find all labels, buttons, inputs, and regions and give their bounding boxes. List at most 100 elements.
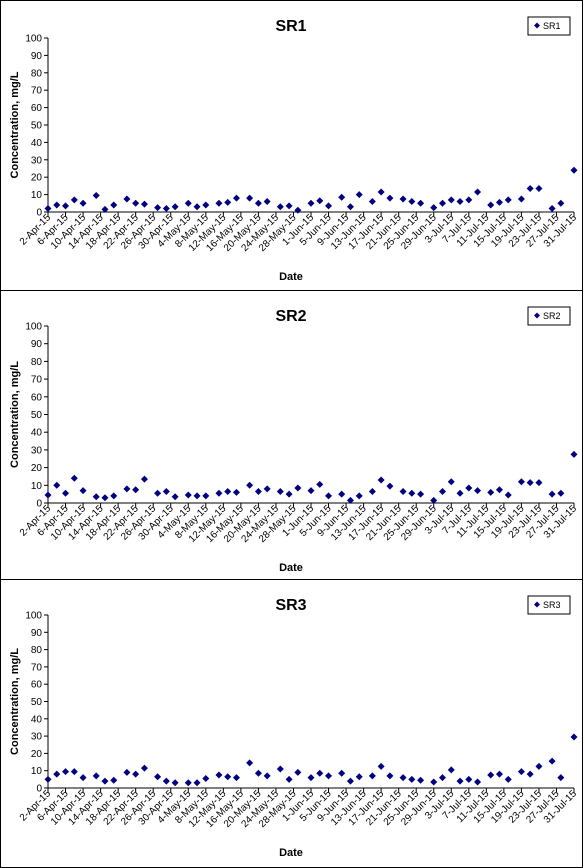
data-point-sr1 [140,200,148,208]
data-point-sr2 [171,493,179,501]
legend-box [527,16,571,36]
data-point-sr1 [474,188,482,196]
data-point-sr3 [495,770,503,778]
data-point-sr3 [53,770,61,778]
data-point-sr2 [294,484,302,492]
data-point-sr3 [184,779,192,787]
data-point-sr3 [517,768,525,776]
y-tick-label: 40 [31,428,43,439]
data-point-sr1 [526,185,534,193]
data-point-sr2 [110,492,118,500]
data-point-sr3 [162,777,170,785]
data-point-sr3 [487,771,495,779]
data-point-sr2 [377,476,385,484]
legend-sr2: SR2 [527,306,571,326]
data-point-sr3 [92,772,100,780]
y-tick-label: 50 [31,121,43,132]
y-tick-label: 30 [31,732,43,743]
data-point-sr2 [355,492,363,500]
data-point-sr3 [193,779,201,787]
data-point-sr2 [465,484,473,492]
data-point-sr1 [276,203,284,211]
data-point-sr1 [557,199,565,207]
data-point-sr3 [504,775,512,783]
data-point-sr1 [346,203,354,211]
data-point-sr1 [338,193,346,201]
data-point-sr1 [465,196,473,204]
data-point-sr1 [316,197,324,205]
data-point-sr1 [456,198,464,206]
y-tick-label: 100 [25,34,42,45]
data-point-sr2 [62,489,70,497]
data-point-sr3 [408,775,416,783]
data-point-sr2 [184,491,192,499]
y-tick-label: 20 [31,173,43,184]
y-tick-label: 60 [31,103,43,114]
data-point-sr2 [325,492,333,500]
data-point-sr1 [193,203,201,211]
data-point-sr3 [439,774,446,782]
y-tick-label: 40 [31,138,43,149]
data-point-sr1 [355,191,363,199]
data-point-sr3 [232,774,240,782]
y-tick-label: 100 [25,611,42,622]
y-tick-label: 20 [31,463,43,474]
data-point-sr3 [154,773,162,781]
y-tick-label: 70 [31,662,43,673]
data-point-sr2 [548,490,556,498]
data-point-sr2 [399,487,407,495]
data-point-sr3 [325,772,333,780]
data-point-sr3 [110,776,118,784]
data-point-sr1 [447,196,455,204]
y-tick-label: 10 [31,481,43,492]
data-point-sr2 [307,487,315,495]
data-point-sr1 [263,198,271,206]
data-point-sr2 [316,480,324,488]
chart-title-sr1: SR1 [275,18,306,35]
data-point-sr2 [430,496,438,504]
data-point-sr3 [246,759,254,767]
data-point-sr1 [110,201,118,209]
legend-box [527,595,571,615]
data-point-sr2 [154,489,162,497]
legend-box [527,306,571,326]
x-axis-label: Date [279,271,303,283]
data-point-sr3 [101,777,109,785]
y-tick-label: 50 [31,410,43,421]
y-axis-label: Concentration, mg/L [9,361,21,468]
data-point-sr2 [474,487,482,495]
data-point-sr3 [368,772,376,780]
data-point-sr2 [456,489,464,497]
data-point-sr3 [285,775,293,783]
data-point-sr3 [386,772,394,780]
data-point-sr2 [232,488,240,496]
data-point-sr3 [548,757,556,765]
data-point-sr3 [132,770,140,778]
data-point-sr2 [557,489,565,497]
data-point-sr1 [44,205,52,213]
legend-sr3: SR3 [527,595,571,615]
data-point-sr3 [140,764,148,772]
data-point-sr2 [44,491,52,499]
data-point-sr1 [548,205,556,213]
y-tick-label: 70 [31,86,43,97]
x-axis-label: Date [279,562,303,574]
data-point-sr2 [92,493,100,501]
data-point-sr2 [346,496,354,504]
data-point-sr1 [368,198,376,206]
y-tick-label: 0 [36,208,42,219]
data-point-sr1 [254,199,262,207]
data-point-sr2 [495,486,503,494]
data-point-sr1 [62,202,70,210]
data-point-sr3 [202,774,210,782]
legend-marker [534,601,540,608]
data-point-sr2 [246,481,254,489]
chart-svg-sr2: SR201020304050607080901002-Apr-156-Apr-1… [9,306,579,574]
data-point-sr2 [263,485,271,493]
y-tick-label: 100 [25,322,42,333]
data-point-sr1 [504,196,512,204]
data-point-sr1 [171,203,179,211]
data-point-sr2 [162,487,170,495]
data-point-sr3 [70,768,78,776]
chart-title-sr2: SR2 [275,308,306,325]
